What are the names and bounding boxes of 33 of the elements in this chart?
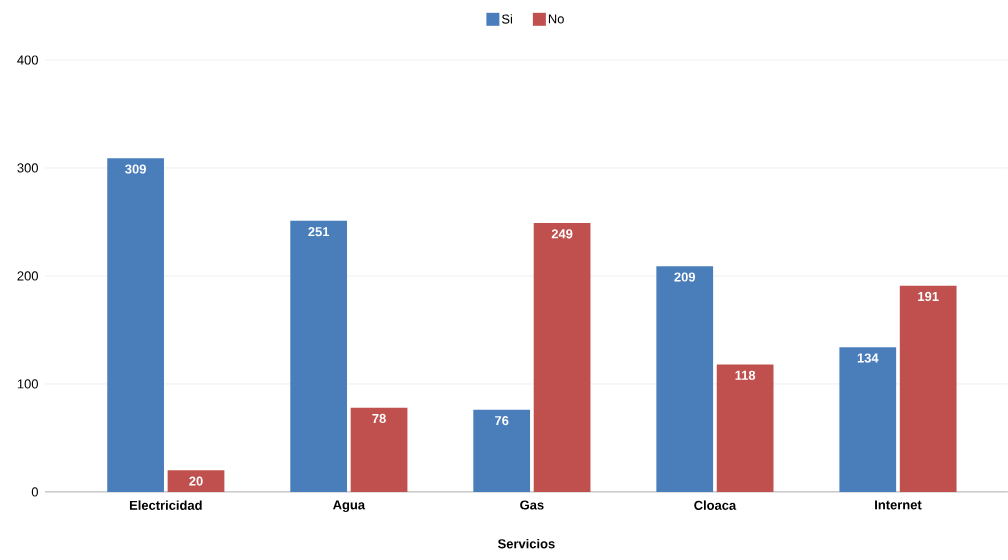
data-label: 134 [857,353,879,363]
y-tick-label: 200 [17,271,38,281]
x-tick-label: Electricidad [129,500,202,510]
bar [107,158,164,492]
data-label: 20 [189,476,203,486]
y-tick-label: 400 [17,55,38,65]
y-tick-label: 300 [17,163,38,173]
legend-label: No [548,14,564,24]
x-tick-label: Cloaca [694,500,737,510]
y-tick-label: 0 [31,487,38,497]
data-label: 76 [495,416,509,426]
x-tick-label: Internet [875,500,922,510]
legend-label: Si [501,14,513,24]
bar [716,364,774,492]
y-tick-label: 100 [17,379,38,389]
bar [656,266,714,492]
data-label: 191 [918,291,939,302]
x-axis-title: Servicios [497,538,555,549]
x-tick-label: Gas [520,500,544,510]
bar [473,409,531,492]
x-tick-label: Agua [332,500,366,513]
bar [290,220,348,492]
data-label: 251 [308,227,330,237]
bar [839,347,897,492]
data-label: 118 [735,370,756,380]
bar [899,285,957,492]
data-label: 209 [674,272,696,282]
bar [167,470,225,492]
data-label: 249 [551,229,573,239]
bar [350,407,408,492]
data-label: 309 [125,164,146,174]
bar [533,223,591,492]
data-label: 78 [372,413,386,424]
